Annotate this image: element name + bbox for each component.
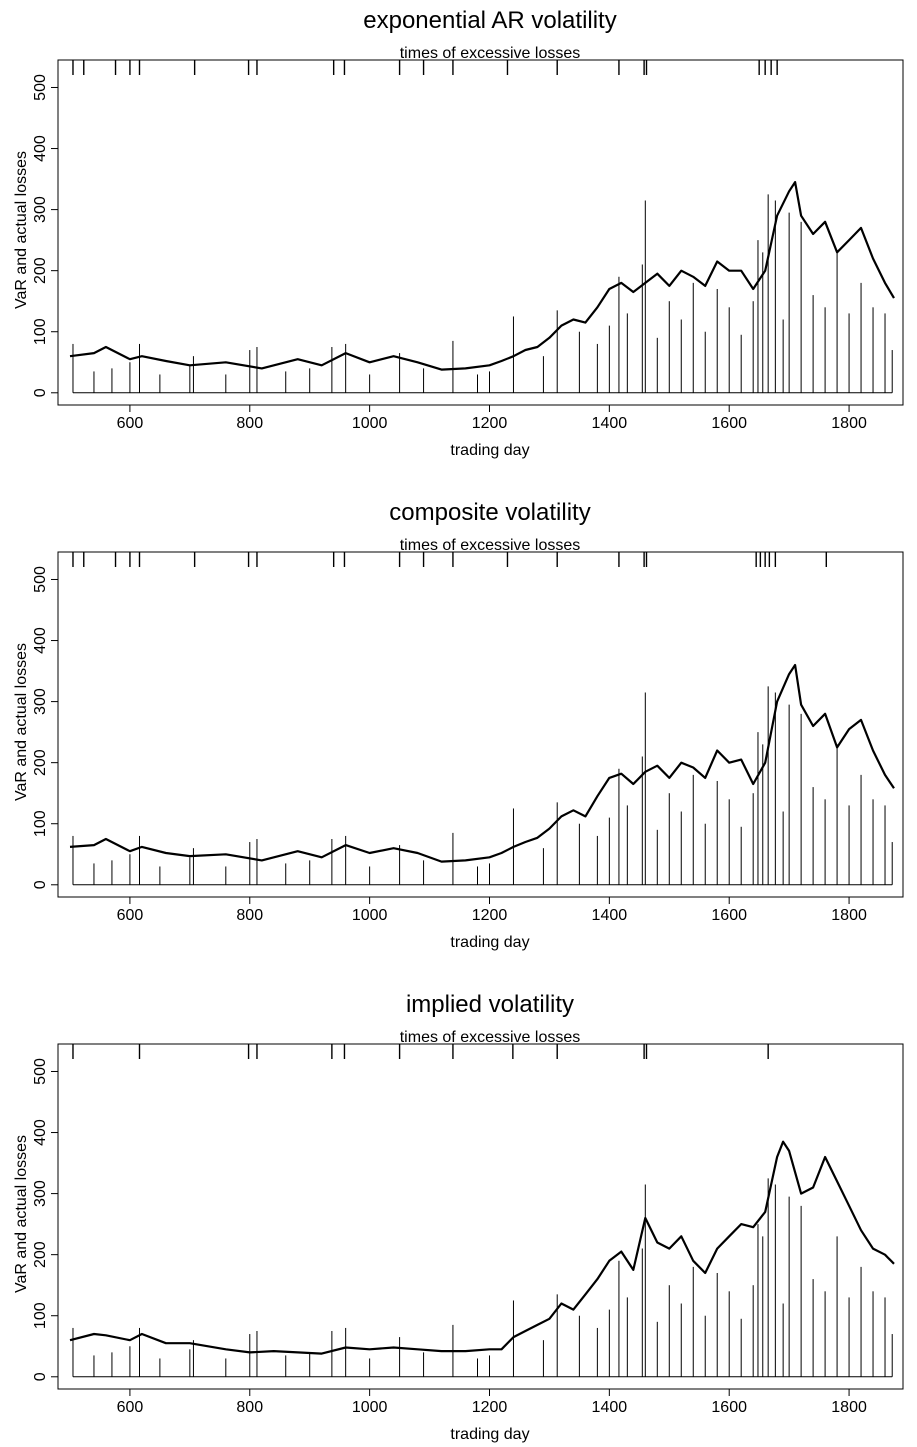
y-tick-label: 200 bbox=[32, 749, 49, 776]
panel-subtitle: times of excessive losses bbox=[400, 1029, 581, 1046]
chart-panel-implied: implied volatility times of excessive lo… bbox=[13, 991, 904, 1443]
x-tick-label: 1400 bbox=[592, 907, 628, 924]
y-tick-label: 300 bbox=[32, 688, 49, 715]
x-tick-label: 1200 bbox=[472, 1399, 508, 1416]
y-tick-label: 500 bbox=[32, 74, 49, 101]
x-tick-label: 800 bbox=[236, 1399, 263, 1416]
panel-title: exponential AR volatility bbox=[363, 7, 616, 34]
var-line bbox=[69, 663, 895, 863]
y-tick-label: 400 bbox=[32, 627, 49, 654]
y-tick-label: 100 bbox=[32, 1302, 49, 1329]
x-tick-label: 1800 bbox=[831, 1399, 867, 1416]
plot-frame bbox=[57, 551, 904, 898]
x-tick-label: 1000 bbox=[352, 1399, 388, 1416]
y-tick-label: 200 bbox=[32, 257, 49, 284]
var-line bbox=[69, 181, 895, 371]
x-tick-label: 1200 bbox=[472, 907, 508, 924]
y-tick-label: 0 bbox=[32, 880, 49, 889]
panel-subtitle: times of excessive losses bbox=[400, 45, 581, 62]
x-tick-label: 1400 bbox=[592, 415, 628, 432]
x-axis-label: trading day bbox=[450, 1426, 529, 1443]
chart-panel-exponential-ar: exponential AR volatility times of exces… bbox=[13, 7, 904, 459]
x-tick-label: 800 bbox=[236, 907, 263, 924]
x-axis-label: trading day bbox=[450, 934, 529, 951]
var-line bbox=[69, 1140, 895, 1355]
y-tick-label: 100 bbox=[32, 810, 49, 837]
y-tick-label: 400 bbox=[32, 1119, 49, 1146]
y-axis-label: VaR and actual losses bbox=[13, 1135, 30, 1293]
x-tick-label: 800 bbox=[236, 415, 263, 432]
x-tick-label: 600 bbox=[117, 1399, 144, 1416]
x-tick-label: 1200 bbox=[472, 415, 508, 432]
y-tick-label: 500 bbox=[32, 1058, 49, 1085]
panel-subtitle: times of excessive losses bbox=[400, 537, 581, 554]
y-tick-label: 100 bbox=[32, 318, 49, 345]
x-tick-label: 1600 bbox=[711, 415, 747, 432]
y-tick-label: 300 bbox=[32, 196, 49, 223]
x-tick-label: 1600 bbox=[711, 907, 747, 924]
y-tick-label: 0 bbox=[32, 1372, 49, 1381]
x-tick-label: 1400 bbox=[592, 1399, 628, 1416]
y-tick-label: 200 bbox=[32, 1241, 49, 1268]
panel-title: composite volatility bbox=[389, 499, 590, 526]
x-tick-label: 1800 bbox=[831, 415, 867, 432]
plot-frame bbox=[57, 1043, 904, 1390]
panel-title: implied volatility bbox=[406, 991, 574, 1018]
x-tick-label: 1000 bbox=[352, 907, 388, 924]
x-axis-label: trading day bbox=[450, 442, 529, 459]
y-tick-label: 300 bbox=[32, 1180, 49, 1207]
y-tick-label: 400 bbox=[32, 135, 49, 162]
x-tick-label: 600 bbox=[117, 907, 144, 924]
y-tick-label: 0 bbox=[32, 388, 49, 397]
y-axis-label: VaR and actual losses bbox=[13, 151, 30, 309]
plot-frame bbox=[57, 59, 904, 406]
y-tick-label: 500 bbox=[32, 566, 49, 593]
chart-panel-composite: composite volatility times of excessive … bbox=[13, 499, 904, 951]
x-tick-label: 1600 bbox=[711, 1399, 747, 1416]
y-axis-label: VaR and actual losses bbox=[13, 643, 30, 801]
x-tick-label: 600 bbox=[117, 415, 144, 432]
x-tick-label: 1000 bbox=[352, 415, 388, 432]
x-tick-label: 1800 bbox=[831, 907, 867, 924]
